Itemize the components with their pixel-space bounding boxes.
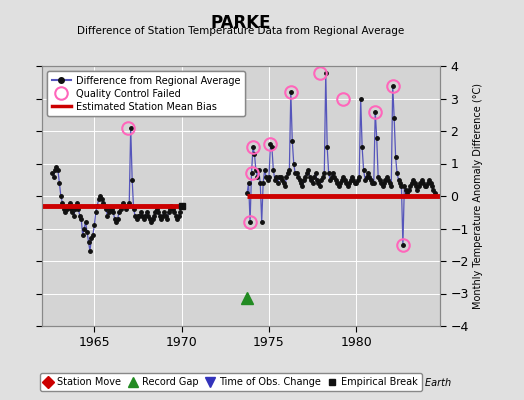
Y-axis label: Monthly Temperature Anomaly Difference (°C): Monthly Temperature Anomaly Difference (… <box>473 83 483 309</box>
Legend: Station Move, Record Gap, Time of Obs. Change, Empirical Break: Station Move, Record Gap, Time of Obs. C… <box>40 373 421 391</box>
Text: PARKE: PARKE <box>211 14 271 32</box>
Text: Berkeley Earth: Berkeley Earth <box>378 378 451 388</box>
Legend: Difference from Regional Average, Quality Control Failed, Estimated Station Mean: Difference from Regional Average, Qualit… <box>47 71 245 116</box>
Text: Difference of Station Temperature Data from Regional Average: Difference of Station Temperature Data f… <box>78 26 405 36</box>
